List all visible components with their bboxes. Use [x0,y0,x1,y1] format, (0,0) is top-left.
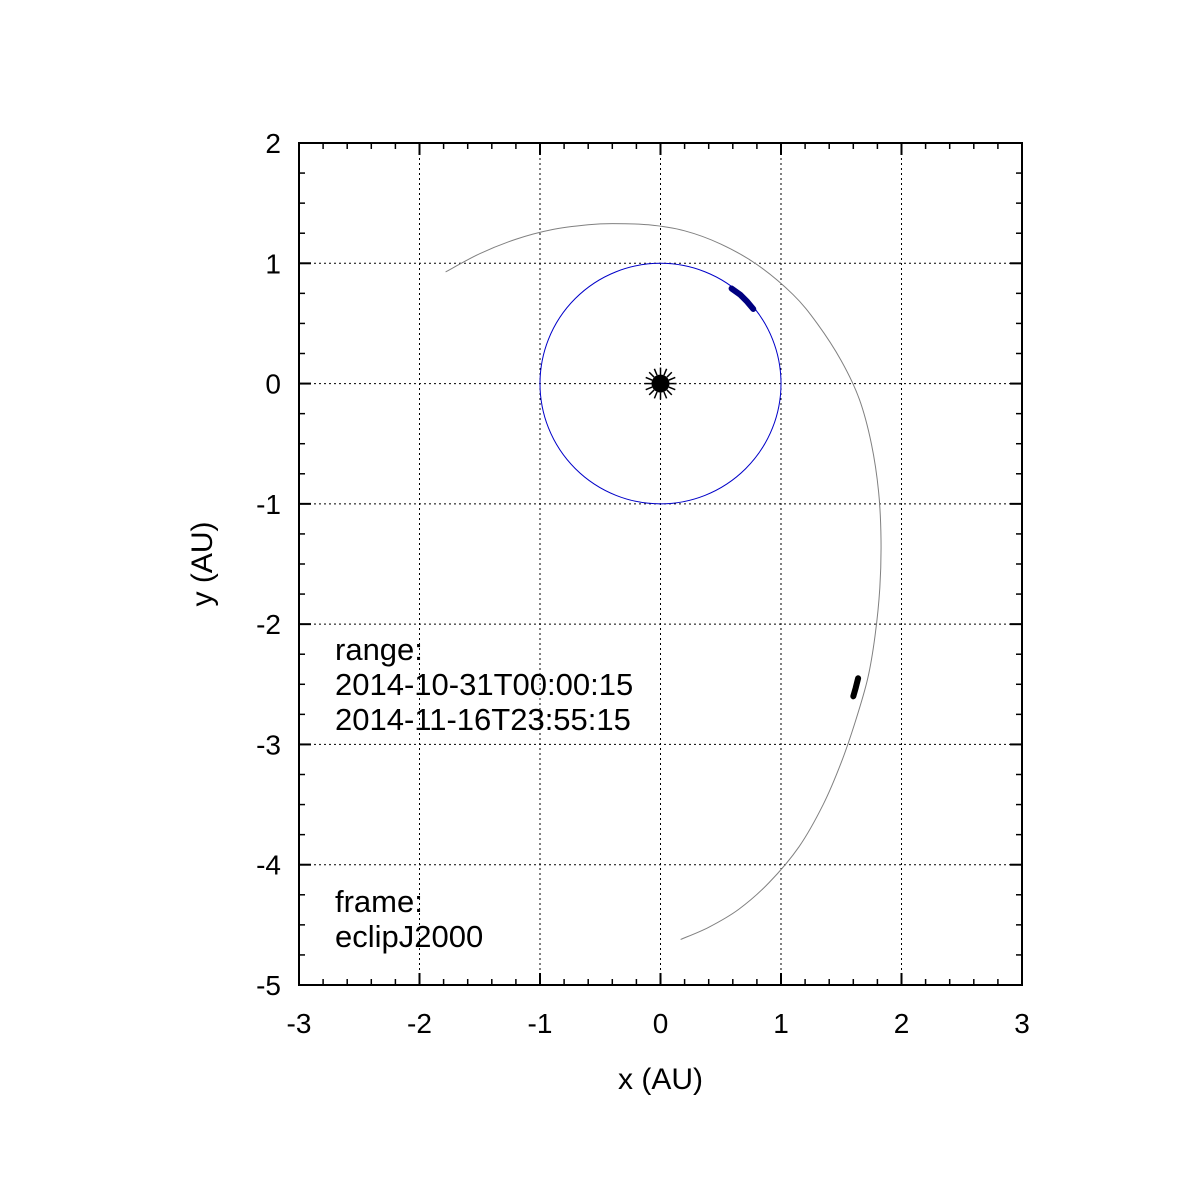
sun-ray [653,368,658,376]
sun-ray [663,391,668,399]
sun-ray [645,376,653,381]
x-tick-label: 1 [773,1008,789,1039]
annotation-line: eclipJ2000 [335,919,483,954]
y-tick-label: 1 [265,248,281,279]
annotation-block: range: 2014-10-31T00:00:15 2014-11-16T23… [335,632,633,737]
tick-label-layer: -3 -2 -1 0 1 2 3 2 1 0 -1 -2 -3 -4 -5 [256,128,1030,1039]
annotation-line: range: [335,632,423,667]
sun-ray [653,391,658,399]
sun-ray [666,371,673,378]
plot-frame [298,142,1023,986]
y-tick-label: 2 [265,128,281,159]
x-tick-label: 0 [653,1008,669,1039]
object-orbit-line [445,223,882,940]
earth-segment-line [728,285,757,312]
sun-ray [648,371,655,378]
series-layer [445,223,882,940]
object-segment-line [850,675,862,700]
x-tick-label: -1 [528,1008,553,1039]
sun-ray [668,386,676,391]
x-axis-title: x (AU) [618,1063,703,1096]
annotation-line: frame: [335,884,423,919]
y-tick-label: -5 [256,970,281,1001]
earth-orbit-line [539,262,782,505]
x-tick-label: -2 [407,1008,432,1039]
sun-ray [666,389,673,396]
sun-ray [668,376,676,381]
grid-layer [299,143,1022,985]
sun-disc [651,374,670,393]
annotation-layer: range: 2014-10-31T00:00:15 2014-11-16T23… [335,632,633,954]
x-tick-label: 2 [894,1008,910,1039]
y-tick-label: -1 [256,489,281,520]
sun-icon [644,367,677,400]
x-tick-label: -3 [287,1008,312,1039]
sun-ray [645,386,653,391]
y-tick-label: -2 [256,609,281,640]
sun-ray [648,389,655,396]
sun-ray [663,368,668,376]
annotation-block: frame: eclipJ2000 [335,884,483,954]
y-tick-label: -4 [256,850,281,881]
y-tick-label: -3 [256,729,281,760]
annotation-line: 2014-11-16T23:55:15 [335,702,631,737]
y-tick-label: 0 [265,369,281,400]
x-tick-label: 3 [1014,1008,1030,1039]
y-axis-title: y (AU) [186,522,219,607]
annotation-line: 2014-10-31T00:00:15 [335,667,633,702]
